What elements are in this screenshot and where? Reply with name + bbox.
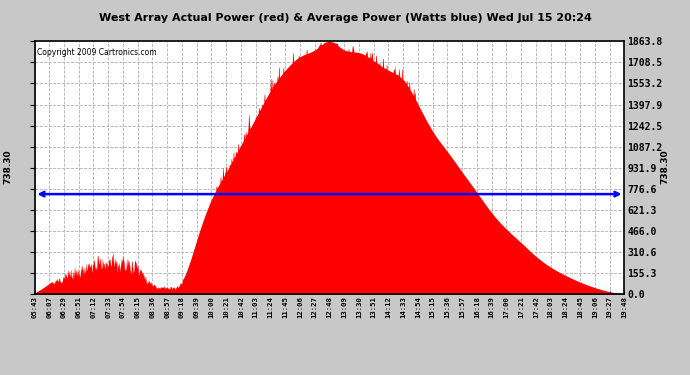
Text: Copyright 2009 Cartronics.com: Copyright 2009 Cartronics.com	[37, 48, 157, 57]
Text: West Array Actual Power (red) & Average Power (Watts blue) Wed Jul 15 20:24: West Array Actual Power (red) & Average …	[99, 13, 591, 23]
Text: 738.30: 738.30	[660, 150, 669, 184]
Text: 738.30: 738.30	[3, 150, 13, 184]
